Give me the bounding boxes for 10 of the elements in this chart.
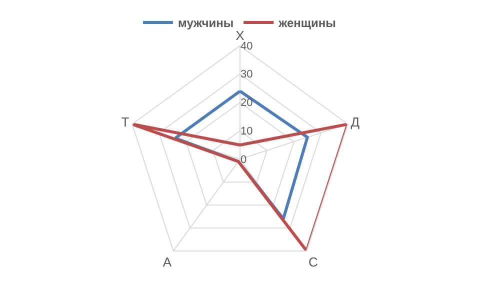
legend-label: женщины <box>278 16 336 30</box>
y-tick-label: 10 <box>240 125 253 138</box>
y-tick-label: 30 <box>240 68 253 81</box>
spoke-label: Д <box>350 114 360 130</box>
y-tick-label: 20 <box>240 97 253 110</box>
spoke-label: А <box>162 254 172 270</box>
spoke-label: Т <box>121 114 130 130</box>
y-tick-label: 0 <box>240 154 247 166</box>
spoke-label: С <box>308 254 318 270</box>
legend-label: мужчины <box>178 16 234 30</box>
